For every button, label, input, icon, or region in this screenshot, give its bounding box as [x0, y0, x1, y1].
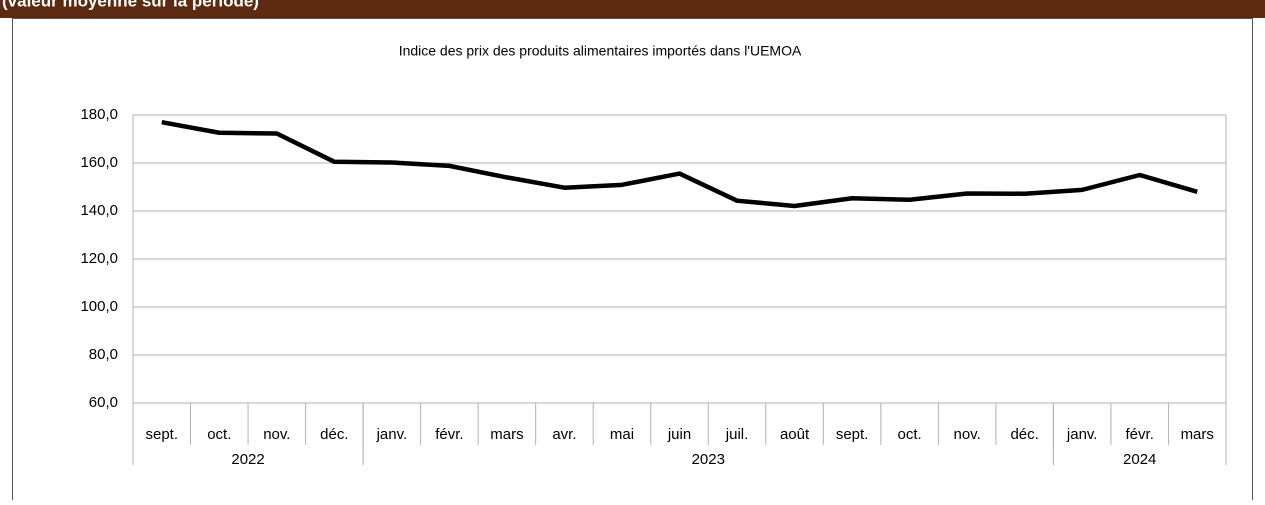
- x-tick-label: sept.: [145, 426, 178, 443]
- group-label: 2022: [231, 451, 264, 468]
- x-tick-label: mars: [490, 426, 523, 443]
- y-tick-label: 120,0: [80, 250, 118, 267]
- y-tick-label: 60,0: [89, 394, 118, 411]
- y-tick-label: 80,0: [89, 346, 118, 363]
- x-tick-label: janv.: [1066, 426, 1098, 443]
- x-tick-label: déc.: [320, 426, 348, 443]
- x-tick-label: oct.: [898, 426, 922, 443]
- x-tick-label: janv.: [376, 426, 408, 443]
- y-tick-label: 100,0: [80, 298, 118, 315]
- y-tick-label: 140,0: [80, 202, 118, 219]
- x-tick-label: juil.: [725, 426, 749, 443]
- x-tick-label: déc.: [1010, 426, 1038, 443]
- chart-title: Indice des prix des produits alimentaire…: [399, 43, 802, 59]
- x-tick-label: juin: [667, 426, 691, 443]
- group-label: 2023: [692, 451, 725, 468]
- x-tick-label: mars: [1181, 426, 1214, 443]
- y-tick-label: 160,0: [80, 154, 118, 171]
- header-bar: [0, 0, 1265, 18]
- group-label: 2024: [1123, 451, 1156, 468]
- x-tick-label: avr.: [552, 426, 576, 443]
- x-tick-label: nov.: [263, 426, 290, 443]
- chart-frame: [12, 18, 1253, 505]
- x-tick-label: août: [780, 426, 810, 443]
- x-tick-label: oct.: [207, 426, 231, 443]
- header-text: (valeur moyenne sur la période): [2, 0, 259, 10]
- x-tick-label: févr.: [435, 426, 463, 443]
- x-tick-label: mai: [610, 426, 634, 443]
- series-line: [161, 119, 1198, 209]
- x-tick-label: nov.: [954, 426, 981, 443]
- x-tick-label: sept.: [836, 426, 869, 443]
- plot-border: [132, 114, 1227, 404]
- x-tick-label: févr.: [1126, 426, 1154, 443]
- y-tick-label: 180,0: [80, 106, 118, 123]
